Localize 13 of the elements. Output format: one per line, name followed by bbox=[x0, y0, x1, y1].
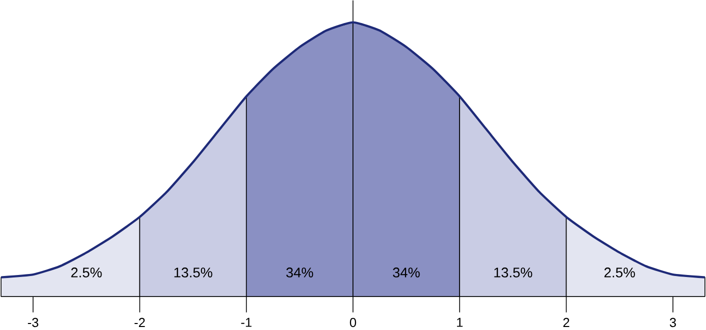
x-tick-label: -1 bbox=[241, 318, 252, 327]
x-tick-label: 0 bbox=[350, 318, 356, 327]
x-tick-label: 2 bbox=[563, 318, 570, 327]
annotation: 13.5% bbox=[494, 267, 532, 278]
annotation: 34% bbox=[392, 267, 420, 278]
x-tick-label: -2 bbox=[134, 318, 145, 327]
annotation: 2.5% bbox=[71, 267, 102, 278]
annotation: 34% bbox=[286, 267, 314, 278]
annotation: 2.5% bbox=[604, 267, 635, 278]
x-tick-label: -3 bbox=[28, 318, 38, 327]
x-tick-label: 3 bbox=[670, 318, 676, 327]
x-tick-label: 1 bbox=[457, 318, 463, 327]
annotation: 13.5% bbox=[174, 267, 212, 278]
